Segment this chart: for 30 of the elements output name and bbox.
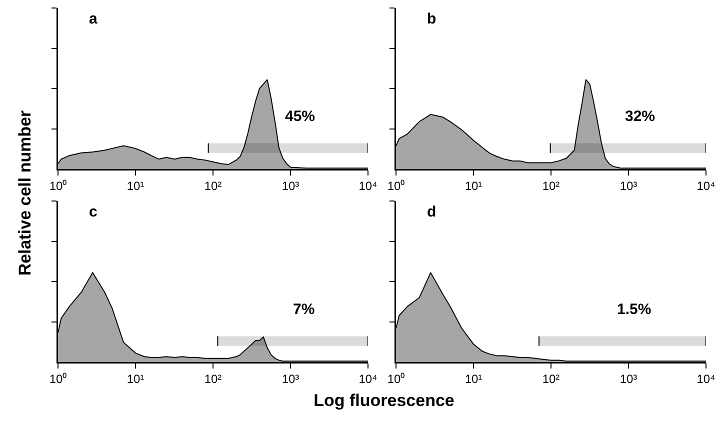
x-tick-label: 10³ [620, 371, 638, 386]
chart-title: c [89, 202, 98, 220]
y-axis-title: Relative cell number [15, 110, 36, 276]
x-tick-label: 10⁰ [387, 178, 405, 193]
x-tick-label: 10⁰ [49, 371, 67, 386]
chart-title: b [427, 10, 436, 28]
x-tick-label: 10² [204, 178, 222, 193]
x-tick-label: 10⁰ [49, 178, 67, 193]
chart-title: d [427, 202, 436, 220]
x-tick-label: 10⁴ [696, 178, 716, 193]
band-label: 45% [285, 108, 316, 125]
band-label: 1.5% [617, 300, 652, 318]
x-tick-label: 10² [204, 371, 222, 386]
chart-title: a [89, 10, 98, 28]
x-tick-label: 10² [542, 371, 560, 386]
x-tick-label: 10¹ [464, 371, 482, 386]
band-label: 32% [625, 108, 656, 125]
x-tick-label: 10¹ [464, 178, 482, 193]
x-axis-title: Log fluorescence [314, 391, 454, 411]
x-tick-label: 10² [542, 178, 560, 193]
x-tick-label: 10⁴ [358, 371, 378, 386]
x-tick-label: 10¹ [126, 178, 144, 193]
x-tick-label: 10⁴ [696, 371, 716, 386]
x-tick-label: 10³ [620, 178, 638, 193]
x-tick-label: 10⁰ [387, 371, 405, 386]
x-tick-label: 10³ [282, 371, 300, 386]
x-tick-label: 10⁴ [358, 178, 378, 193]
x-tick-label: 10¹ [126, 371, 144, 386]
x-tick-label: 10³ [282, 178, 300, 193]
band-label: 7% [293, 300, 315, 318]
